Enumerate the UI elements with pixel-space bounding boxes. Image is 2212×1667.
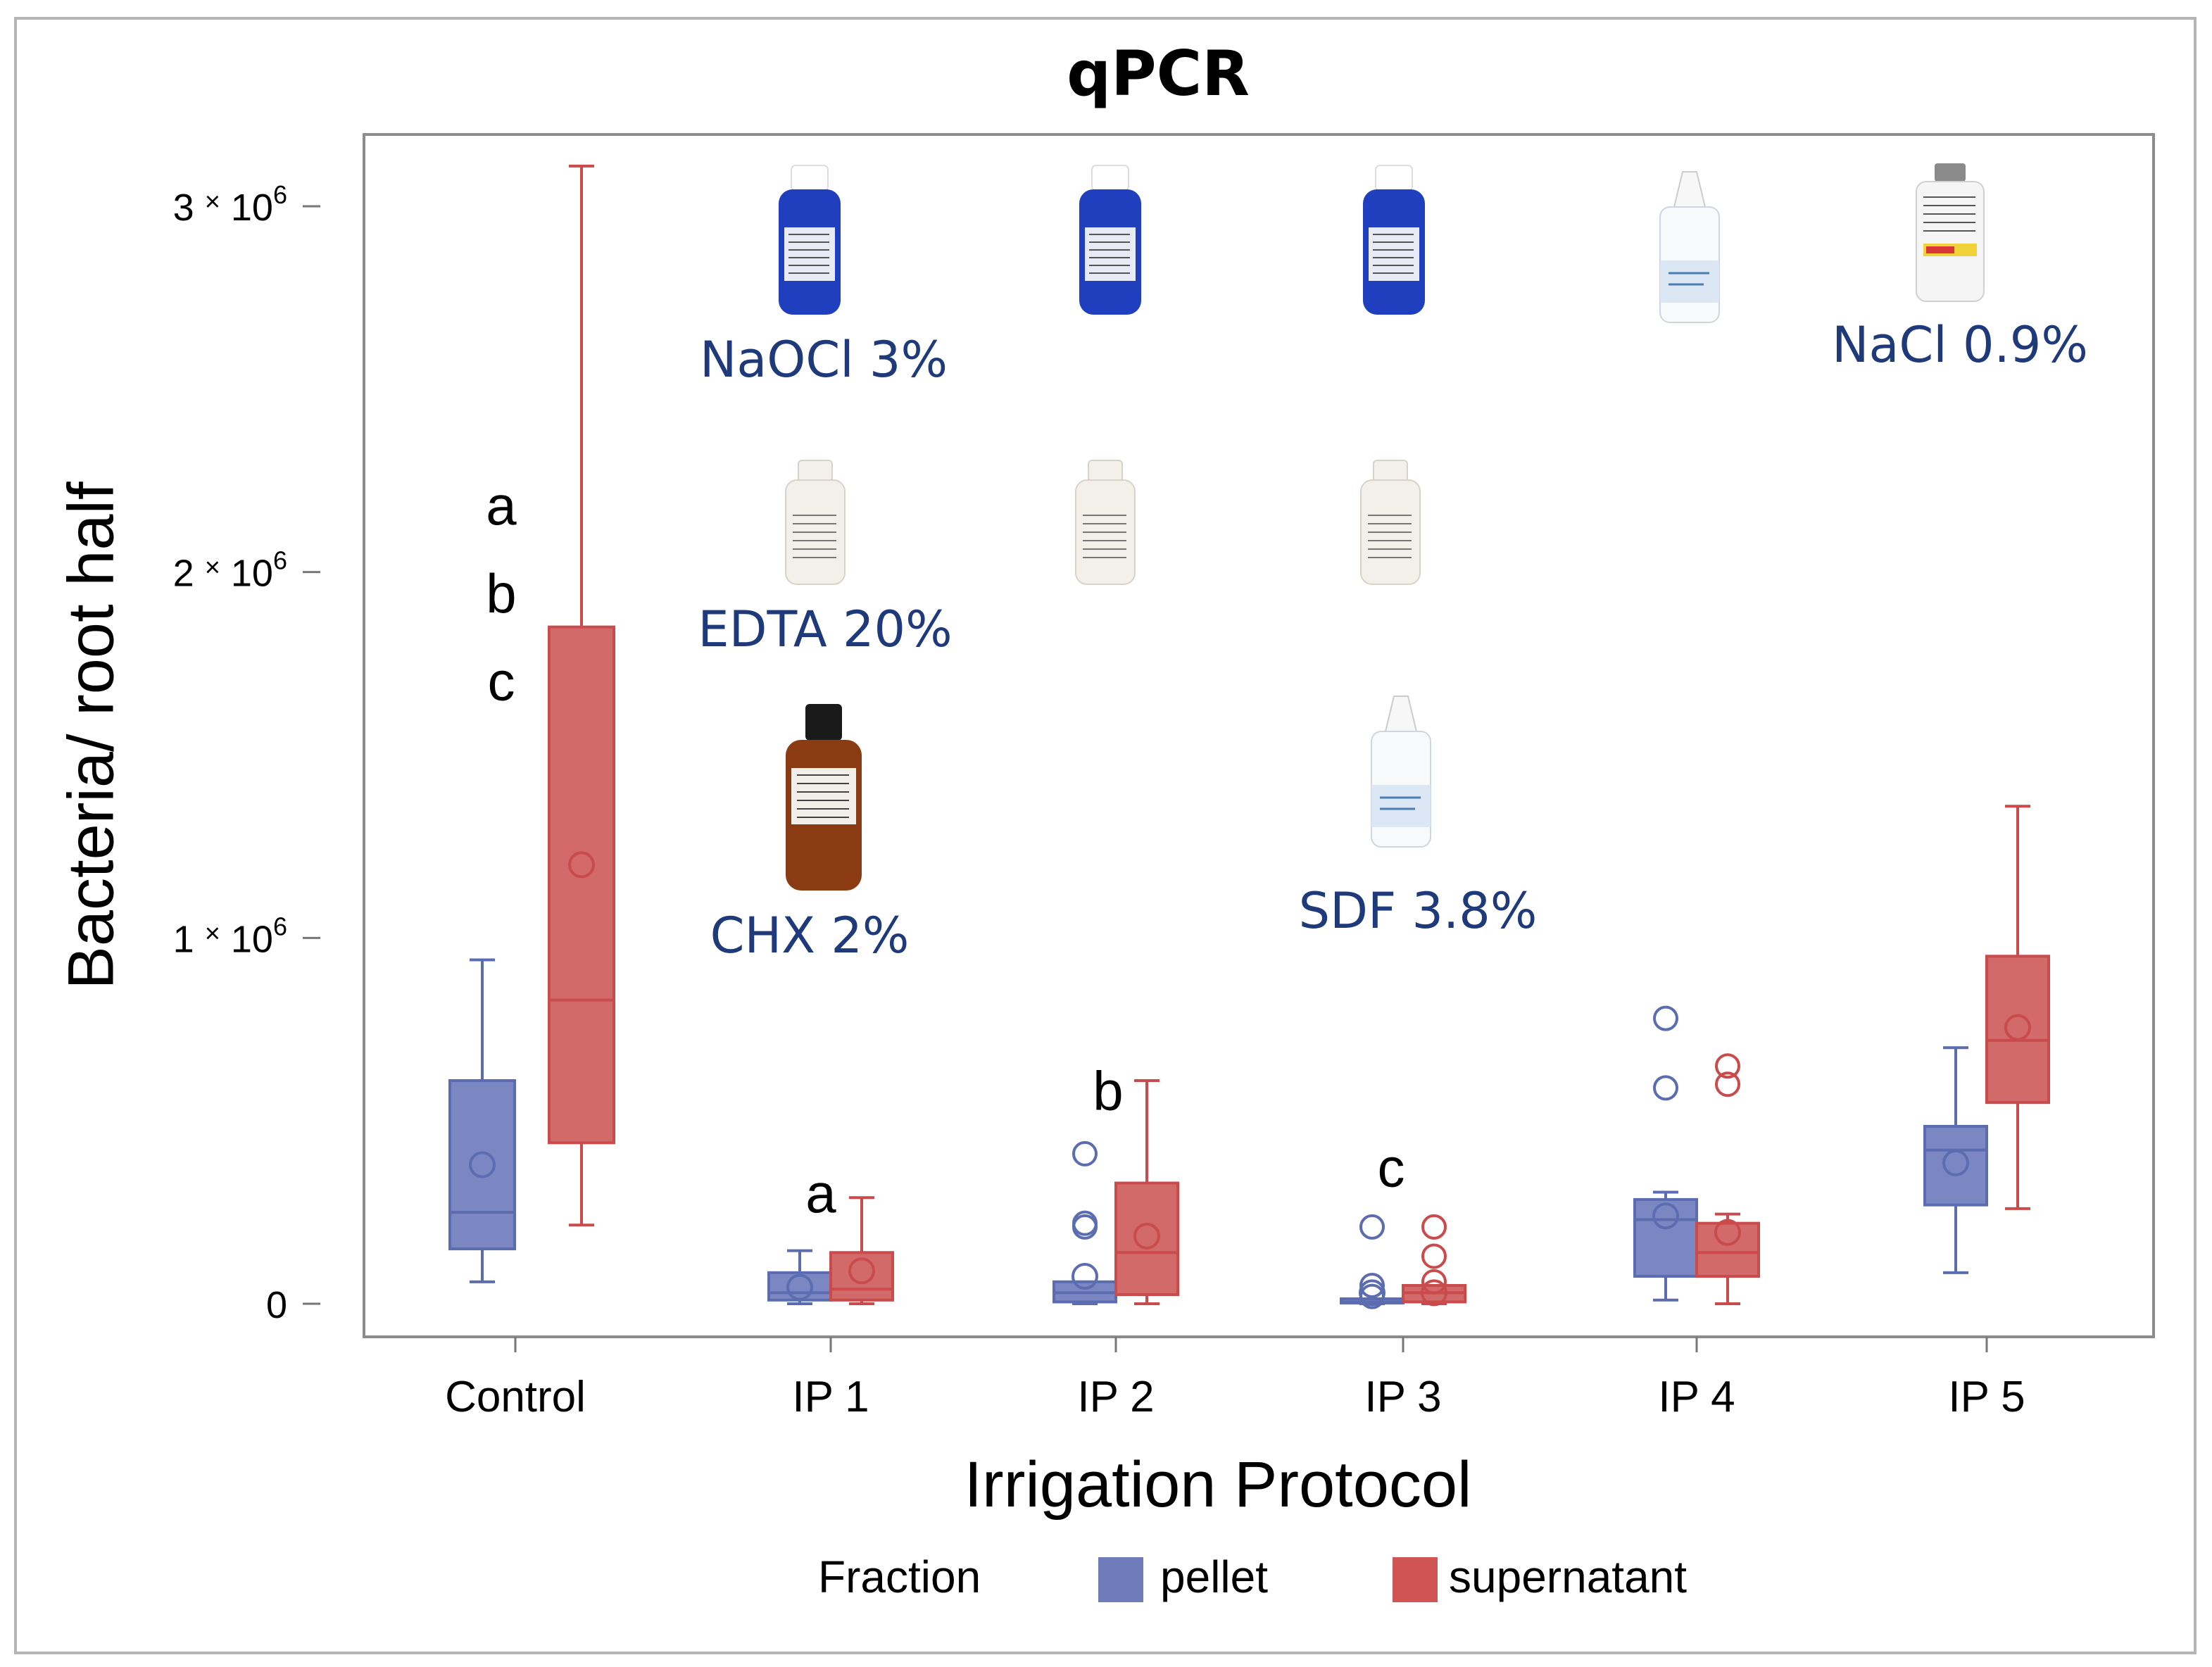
- legend-swatch-pellet: [1098, 1557, 1143, 1602]
- iqr-box: [1695, 1221, 1760, 1278]
- y-tick-label: 0: [266, 1284, 287, 1326]
- outlier-point: [1359, 1273, 1385, 1299]
- legend-label-pellet: pellet: [1160, 1552, 1268, 1602]
- legend-label-supernatant: supernatant: [1449, 1552, 1687, 1602]
- dropper-bottle-icon: [1659, 171, 1720, 323]
- significance-letter-b-ip-2: b: [1093, 1060, 1123, 1122]
- iqr-box: [448, 1079, 516, 1251]
- product-label-chx-2: CHX 2%: [710, 907, 910, 964]
- x-axis-title: Irrigation Protocol: [964, 1449, 1472, 1521]
- mean-marker: [1072, 1263, 1098, 1290]
- x-tick-label-ip-5: IP 5: [1948, 1373, 2025, 1421]
- x-tick-label-ip-2: IP 2: [1077, 1373, 1154, 1421]
- significance-letter-c-ip-3: c: [1378, 1137, 1405, 1199]
- y-axis-title: Bacteria/ root half: [55, 482, 127, 989]
- blue-bottle-icon: [1079, 165, 1141, 315]
- mean-marker: [1652, 1202, 1679, 1230]
- product-label-nacl-0-9: NaCl 0.9%: [1832, 316, 2088, 374]
- x-axis: Control IP 1 IP 2 IP 3 IP 4 IP 5: [445, 1337, 2025, 1421]
- outlier-point: [1653, 1075, 1678, 1101]
- outlier-point: [1715, 1053, 1740, 1079]
- outlier-point: [1359, 1214, 1385, 1240]
- y-axis: 0 1 × 106 2 × 106 3 × 106: [173, 134, 365, 1337]
- outlier-point: [1421, 1243, 1447, 1269]
- y-tick-label: 2 × 106: [173, 546, 287, 595]
- box-pellet-ip-5: [1923, 1046, 1988, 1274]
- white-bottle-icon: [785, 460, 846, 585]
- box-supernatant-ip-2: [1114, 1079, 1179, 1305]
- box-pellet-ip-2: [1052, 1140, 1117, 1305]
- iqr-box: [1923, 1124, 1988, 1207]
- saline-vial-icon: [1916, 163, 1985, 302]
- mean-marker: [1942, 1149, 1969, 1176]
- box-pellet-control: [448, 958, 516, 1283]
- white-bottle-icon: [1360, 460, 1421, 585]
- dropper-bottle-icon: [1371, 696, 1431, 848]
- product-label-sdf-3-8: SDF 3.8%: [1299, 882, 1538, 940]
- significance-letter-b-control: b: [486, 562, 516, 624]
- outlier-point: [1421, 1269, 1447, 1295]
- x-tick-label-ip-3: IP 3: [1364, 1373, 1441, 1421]
- mean-marker: [469, 1151, 496, 1178]
- legend-title: Fraction: [818, 1552, 981, 1602]
- outlier-point: [1653, 1005, 1678, 1031]
- product-labels: NaOCl 3% EDTA 20% CHX 2% SDF 3.8% NaCl 0.9%: [698, 316, 2087, 964]
- iqr-box: [1114, 1181, 1179, 1297]
- box-pellet-ip-1: [767, 1249, 832, 1305]
- iqr-box: [548, 625, 615, 1145]
- iqr-box: [1633, 1197, 1698, 1278]
- y-tick-label: 1 × 106: [173, 912, 287, 960]
- iqr-box: [767, 1271, 832, 1302]
- box-supernatant-ip-1: [829, 1196, 894, 1305]
- box-series: [448, 164, 2050, 1309]
- outlier-point: [1072, 1140, 1098, 1166]
- product-label-naocl-3: NaOCl 3%: [700, 331, 948, 389]
- iqr-box: [1985, 955, 2050, 1105]
- blue-bottle-icon: [779, 165, 841, 315]
- chart-title: qPCR: [1067, 37, 1250, 110]
- legend-swatch-supernatant: [1393, 1557, 1438, 1602]
- box-pellet-ip-4: [1633, 1005, 1698, 1302]
- outlier-point: [1359, 1283, 1385, 1309]
- significance-letter-a-control: a: [486, 474, 517, 536]
- product-label-edta-20: EDTA 20%: [698, 600, 952, 658]
- box-supernatant-ip-4: [1695, 1053, 1760, 1305]
- x-tick-label-ip-4: IP 4: [1658, 1373, 1735, 1421]
- outlier-point: [1715, 1071, 1740, 1097]
- mean-marker: [786, 1273, 813, 1301]
- x-tick-label-control: Control: [445, 1373, 586, 1421]
- white-bottle-icon: [1075, 460, 1136, 585]
- x-tick-label-ip-1: IP 1: [792, 1373, 869, 1421]
- brown-bottle-icon: [786, 704, 862, 891]
- product-pictures: [779, 163, 1985, 891]
- significance-letter-c-control: c: [488, 650, 515, 712]
- outlier-point: [1421, 1214, 1447, 1240]
- box-supernatant-control: [548, 164, 615, 1227]
- mean-marker: [1133, 1222, 1160, 1250]
- box-supernatant-ip-3: [1402, 1214, 1466, 1307]
- mean-marker: [1421, 1279, 1447, 1307]
- significance-letter-a-ip-1: a: [805, 1162, 836, 1224]
- legend: Fraction pellet supernatant: [818, 1552, 1687, 1602]
- mean-marker: [848, 1257, 875, 1285]
- blue-bottle-icon: [1363, 165, 1425, 315]
- mean-marker: [2004, 1014, 2031, 1041]
- y-tick-label: 3 × 106: [173, 180, 287, 229]
- iqr-box: [829, 1251, 894, 1302]
- mean-marker: [568, 851, 595, 879]
- outlier-point: [1072, 1214, 1098, 1240]
- plot-area: [363, 133, 2155, 1338]
- box-supernatant-ip-5: [1985, 805, 2050, 1210]
- mean-marker: [1714, 1219, 1741, 1246]
